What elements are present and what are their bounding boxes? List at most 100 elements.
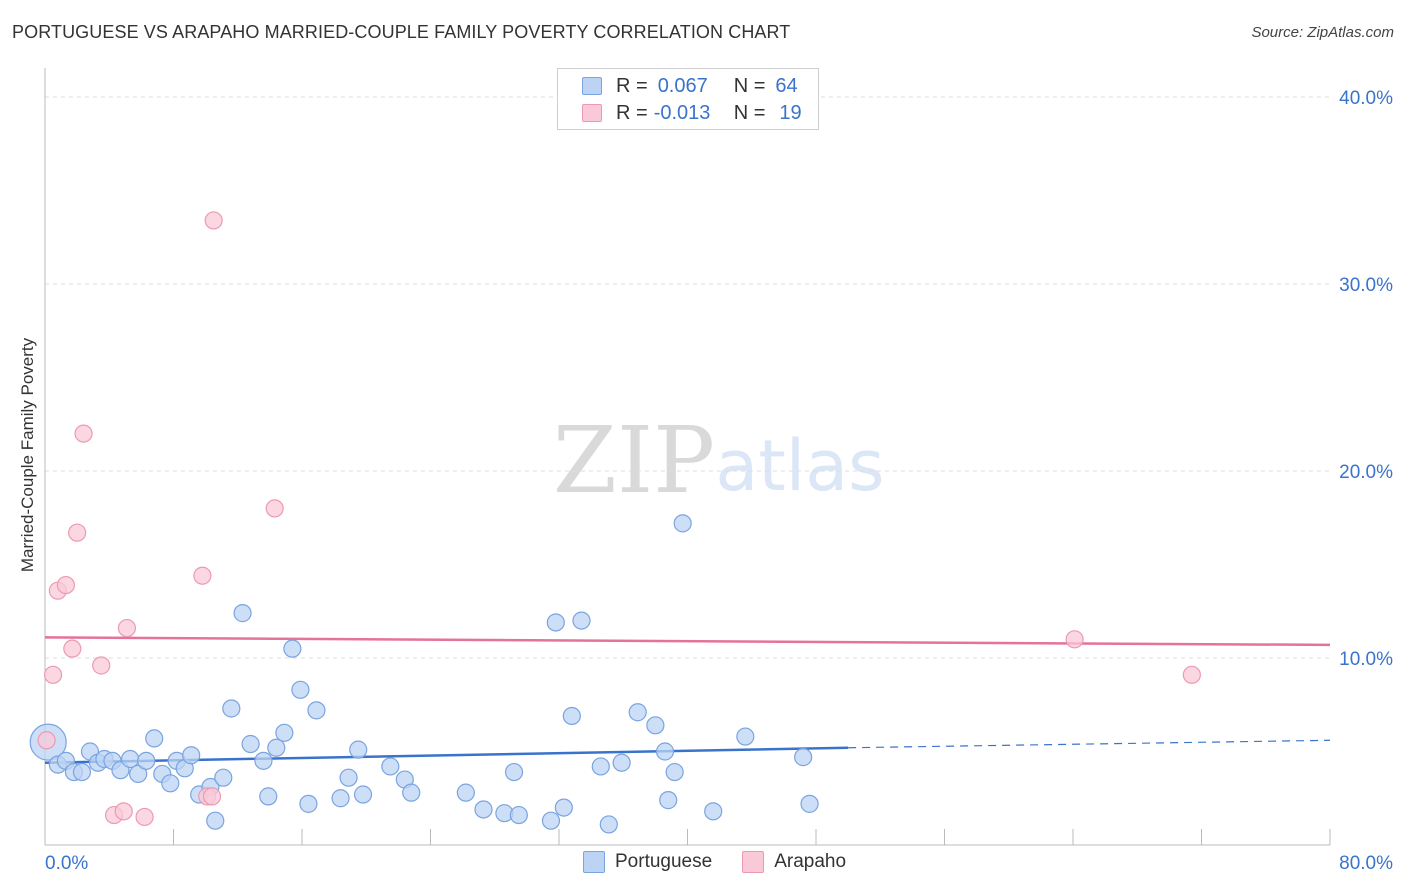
point-portuguese <box>800 794 819 813</box>
point-portuguese <box>206 811 225 830</box>
data-points <box>29 211 1201 834</box>
point-portuguese <box>381 757 400 776</box>
legend-r-label: R = <box>616 74 648 97</box>
legend-r-value: -0.013 <box>653 101 711 124</box>
tick-labels: 10.0% 20.0% 30.0% 40.0% 0.0% 80.0% <box>45 88 1393 874</box>
point-portuguese <box>254 751 273 770</box>
point-portuguese <box>275 723 294 742</box>
trend-line-arapaho <box>44 636 1331 647</box>
trend-lines <box>44 636 1331 764</box>
point-arapaho <box>92 656 111 675</box>
point-portuguese <box>267 738 286 757</box>
point-portuguese <box>546 613 565 632</box>
legend-n-value: 19 <box>779 101 802 124</box>
point-portuguese <box>402 783 421 802</box>
point-portuguese <box>339 768 358 787</box>
axes <box>44 68 1331 846</box>
point-portuguese <box>504 762 524 782</box>
legend-swatch-portuguese <box>582 77 602 95</box>
point-portuguese <box>655 742 675 761</box>
trend-line-portuguese <box>44 746 849 764</box>
point-portuguese <box>222 699 241 718</box>
series-label-arapaho: Arapaho <box>774 851 847 872</box>
series-label-portuguese: Portuguese <box>615 851 713 872</box>
series-legend: Portuguese Arapaho <box>583 851 876 873</box>
point-portuguese <box>612 753 631 772</box>
legend-n-label: N = <box>733 74 766 97</box>
point-arapaho <box>1182 665 1201 684</box>
y-tick-label: 10.0% <box>1339 649 1393 670</box>
point-arapaho <box>117 618 137 638</box>
point-portuguese <box>572 611 591 630</box>
source-label: Source: ZipAtlas.com <box>1251 24 1394 41</box>
point-portuguese <box>241 734 260 754</box>
series-swatch-portuguese <box>583 851 605 873</box>
point-portuguese <box>349 740 368 759</box>
chart-title: PORTUGUESE VS ARAPAHO MARRIED-COUPLE FAM… <box>12 22 791 42</box>
point-arapaho <box>202 787 222 806</box>
point-arapaho <box>114 802 133 821</box>
point-portuguese <box>794 748 813 767</box>
legend-swatch-arapaho <box>582 104 602 122</box>
point-arapaho <box>135 807 154 827</box>
point-portuguese <box>145 729 164 748</box>
point-portuguese <box>214 768 233 787</box>
point-portuguese <box>554 798 573 817</box>
point-arapaho <box>43 665 63 684</box>
point-portuguese <box>591 757 610 776</box>
x-tick-label: 0.0% <box>45 853 88 874</box>
point-arapaho <box>204 211 223 230</box>
point-arapaho <box>193 566 212 585</box>
point-portuguese <box>307 701 326 720</box>
point-portuguese <box>233 604 252 623</box>
legend-row-arapaho: R = -0.013 N = 19 <box>582 101 802 125</box>
point-portuguese <box>599 815 618 834</box>
series-legend-portuguese: Portuguese <box>583 851 712 873</box>
x-tick-label: 80.0% <box>1339 853 1393 874</box>
point-arapaho <box>63 639 82 658</box>
point-portuguese <box>736 727 755 746</box>
point-portuguese <box>331 789 350 808</box>
point-portuguese <box>259 787 278 806</box>
point-arapaho <box>37 731 56 750</box>
point-portuguese <box>665 762 684 782</box>
point-portuguese <box>541 811 561 830</box>
legend-row-portuguese: R = 0.067 N = 64 <box>582 74 798 98</box>
point-arapaho <box>68 523 87 542</box>
point-portuguese <box>704 802 723 821</box>
point-arapaho <box>74 424 93 443</box>
point-arapaho <box>265 499 284 518</box>
point-portuguese <box>659 791 678 810</box>
point-portuguese <box>137 751 156 770</box>
y-tick-label: 40.0% <box>1339 88 1393 109</box>
point-arapaho <box>1065 630 1084 649</box>
point-portuguese <box>353 785 373 804</box>
legend-n-label: N = <box>733 101 766 124</box>
gridlines <box>45 96 1330 659</box>
series-swatch-arapaho <box>742 851 765 873</box>
point-portuguese <box>182 746 201 765</box>
watermark-atlas: atlas <box>715 425 884 507</box>
point-portuguese <box>456 783 475 802</box>
watermark: ZIP atlas <box>553 407 885 514</box>
point-portuguese <box>474 800 493 819</box>
point-portuguese <box>646 716 665 735</box>
correlation-legend: R = 0.067 N = 64 R = -0.013 N = 19 <box>557 68 819 130</box>
legend-n-value: 64 <box>775 74 798 97</box>
point-portuguese <box>283 639 302 658</box>
point-portuguese <box>628 703 647 722</box>
point-portuguese <box>72 762 92 782</box>
point-arapaho <box>56 575 75 595</box>
point-portuguese <box>291 680 310 699</box>
watermark-zip: ZIP <box>553 407 715 514</box>
point-portuguese <box>129 764 148 784</box>
y-axis-label: Married-Couple Family Poverty <box>18 337 37 573</box>
y-tick-label: 30.0% <box>1339 275 1393 296</box>
point-portuguese <box>562 706 581 726</box>
point-portuguese <box>673 514 692 533</box>
point-portuguese <box>121 749 140 769</box>
trend-extension-portuguese <box>848 739 1331 749</box>
point-portuguese <box>161 774 180 793</box>
point-portuguese <box>509 805 528 825</box>
